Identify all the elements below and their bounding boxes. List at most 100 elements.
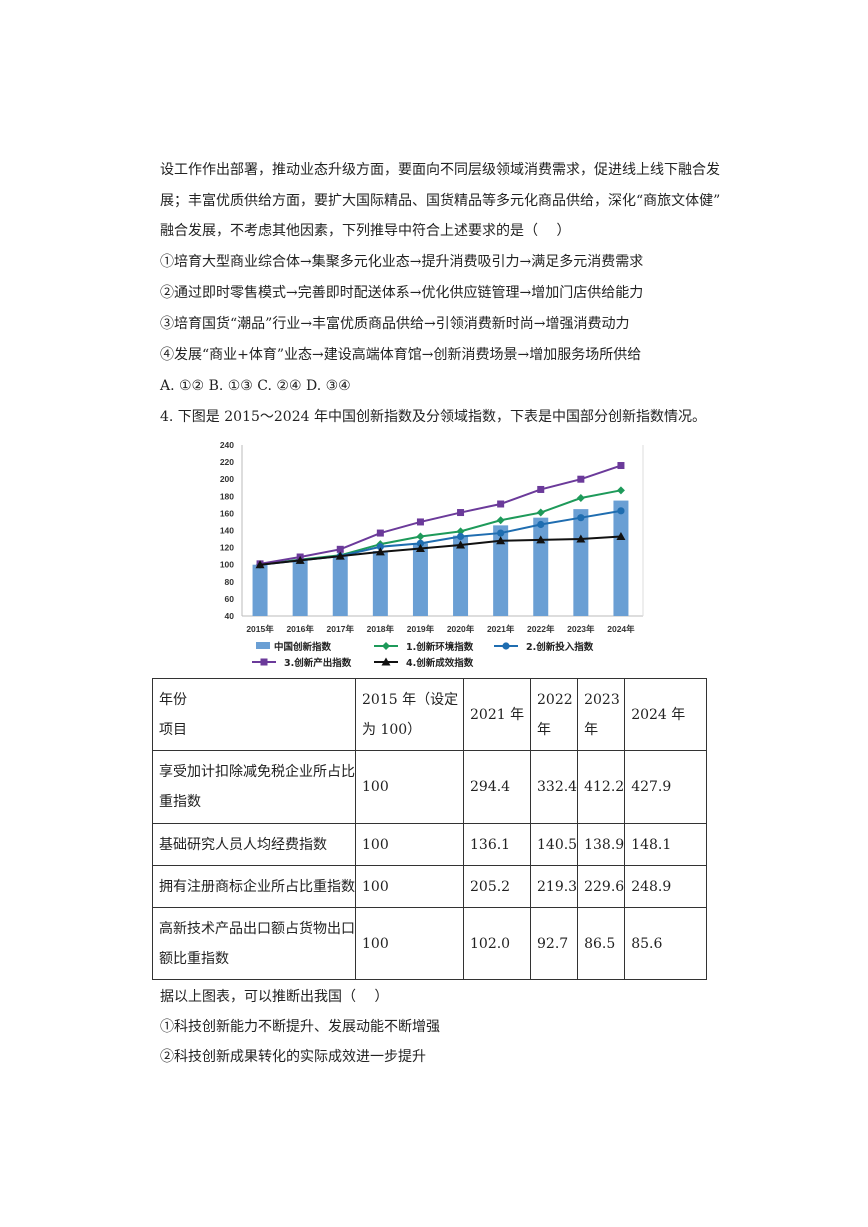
table-row: 基础研究人员人均经费指数 100 136.1 140.5 138.9 148.1 [152, 823, 708, 866]
cell: 229.6 [577, 865, 626, 908]
x-tick-label: 2019年 [407, 624, 435, 634]
cell: 100 [355, 907, 464, 980]
data-point [376, 543, 384, 551]
bar [573, 509, 589, 616]
text-line: 融合发展，不考虑其他因素，下列推导中符合上述要求的是（ ） [160, 223, 571, 239]
data-point [616, 486, 625, 495]
data-point [497, 500, 505, 508]
x-tick-label: 2015年 [246, 624, 274, 634]
text-line: 展；丰富优质供给方面，要扩大国际精品、国货精品等多元化商品供给，深化“商旅文体健… [160, 193, 721, 209]
x-tick-label: 2020年 [447, 624, 475, 634]
table-row: 拥有注册商标企业所占比重指数 100 205.2 219.3 229.6 248… [152, 865, 708, 908]
bar [412, 543, 428, 616]
legend-marker [382, 642, 390, 650]
cell: 294.4 [463, 750, 531, 824]
cell: 332.4 [529, 750, 579, 824]
legend-swatch [256, 642, 270, 649]
series-line [259, 509, 622, 566]
series-line [259, 535, 622, 566]
corner-cell: 年份 项目 [152, 678, 356, 751]
cell: 100 [355, 865, 464, 908]
cell: 136.1 [463, 823, 531, 866]
data-point [415, 543, 425, 552]
text-line: 设工作作出部署，推动业态升级方面，要面向不同层级领域消费需求，促进线上线下融合发 [160, 162, 720, 178]
cell: 100 [355, 823, 464, 866]
data-point [255, 560, 265, 569]
data-point [617, 507, 625, 515]
legend-label: 1.创新环境指数 [406, 641, 474, 653]
row-label: 高新技术产品出口额占货物出口额比重指数 [152, 907, 356, 980]
row-label: 拥有注册商标企业所占比重指数 [152, 865, 356, 908]
data-point [375, 547, 385, 556]
data-point [456, 540, 466, 549]
x-tick-label: 2022年 [527, 624, 555, 634]
x-tick-label: 2021年 [487, 624, 515, 634]
cell: 140.5 [529, 823, 579, 866]
y-tick-label: 60 [225, 594, 235, 604]
bar [453, 535, 469, 616]
y-tick-label: 80 [225, 577, 235, 587]
data-point [335, 551, 345, 560]
data-point [376, 529, 384, 537]
data-point [336, 545, 344, 553]
y-tick-label: 180 [220, 491, 234, 501]
data-point [497, 529, 505, 537]
col-header: 2021 年 [463, 678, 531, 751]
data-point [537, 485, 545, 493]
row-label: 享受加计扣除减免税企业所占比重指数 [152, 750, 356, 824]
y-tick-label: 240 [220, 440, 234, 450]
bar [332, 556, 348, 616]
y-tick-label: 220 [220, 457, 234, 467]
data-point [577, 475, 585, 483]
data-point [457, 509, 465, 517]
table-row: 高新技术产品出口额占货物出口额比重指数 100 102.0 92.7 86.5 … [152, 907, 708, 980]
innovation-index-chart: 40 60 80 100 120 140 160 180 200 220 240 2015年 2016年… [220, 440, 644, 669]
x-tick-label: 2017年 [327, 624, 355, 634]
data-point [617, 462, 625, 470]
corner-bottom: 项目 [159, 721, 187, 738]
question-4-stem: 4. 下图是 2015～2024 年中国创新指数及分领域指数，下表是中国部分创新… [160, 409, 706, 425]
data-point [416, 518, 424, 526]
option-1: ①科技创新能力不断提升、发展动能不断增强 [160, 1019, 440, 1035]
cell: 100 [355, 750, 464, 824]
cell: 138.9 [577, 823, 626, 866]
series-line [259, 464, 622, 565]
col-header: 2023 年 [577, 678, 626, 751]
y-tick-label: 140 [220, 526, 234, 536]
col-header: 2022 年 [529, 678, 579, 751]
legend-marker [502, 642, 510, 650]
y-tick-label: 160 [220, 508, 234, 518]
y-tick-label: 120 [220, 543, 234, 553]
bar [372, 551, 388, 616]
legend-label: 4.创新成效指数 [406, 657, 474, 669]
x-tick-label: 2016年 [286, 624, 314, 634]
data-point [416, 539, 425, 547]
legend-marker [381, 657, 391, 666]
legend-marker [260, 658, 268, 666]
y-tick-label: 100 [220, 560, 234, 570]
answer-choices: A. ①② B. ①③ C. ②④ D. ③④ [160, 378, 351, 394]
corner-top: 年份 [159, 691, 187, 708]
option-3: ③培育国货“潮品”行业→丰富优质商品供给→引领消费新时尚→增强消费动力 [160, 316, 630, 332]
option-1: ①培育大型商业综合体→集聚多元化业态→提升消费吸引力→满足多元消费需求 [160, 254, 644, 270]
data-point [536, 535, 546, 544]
y-tick-label: 40 [225, 611, 235, 621]
bar [292, 560, 308, 616]
table-header-row: 年份项目 2015 年（设定为 100） 2021 年 2022 年 2023 … [152, 678, 708, 751]
data-point [577, 514, 585, 522]
data-point [616, 531, 626, 540]
cell: 102.0 [463, 907, 531, 980]
data-point [416, 532, 425, 541]
table-row: 享受加计扣除减免税企业所占比重指数 100 294.4 332.4 412.2 … [152, 750, 708, 824]
cell: 219.3 [529, 865, 579, 908]
cell: 427.9 [624, 750, 708, 824]
data-point [537, 520, 545, 529]
x-tick-label: 2023年 [567, 624, 595, 634]
legend-label: 中国创新指数 [274, 641, 332, 653]
cell: 86.5 [577, 907, 626, 980]
bar [613, 500, 629, 616]
data-point [496, 536, 506, 545]
col-header: 2015 年（设定为 100） [355, 678, 464, 751]
data-point [576, 534, 586, 543]
col-header: 2024 年 [624, 678, 708, 751]
